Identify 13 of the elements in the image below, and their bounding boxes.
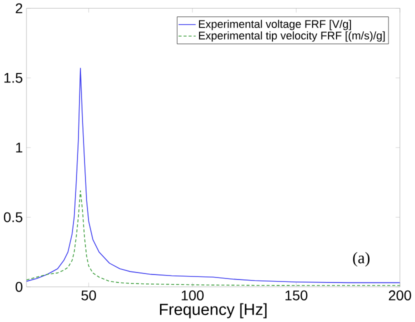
legend-label: Experimental voltage FRF [V/g] bbox=[199, 20, 351, 30]
y-tick-label: 1 bbox=[16, 142, 22, 153]
x-tick-label: 200 bbox=[388, 290, 412, 301]
y-tick-label: 0.5 bbox=[4, 212, 22, 222]
x-tick-label: 150 bbox=[286, 290, 308, 301]
y-tick-label: 0 bbox=[16, 282, 22, 292]
legend-label: Experimental tip velocity FRF [(m/s)/g] bbox=[199, 32, 385, 42]
annotation: (a) bbox=[353, 252, 370, 267]
x-tick-label: 50 bbox=[81, 290, 96, 301]
y-tick-label: 1.5 bbox=[4, 73, 22, 84]
x-tick-label: 100 bbox=[182, 290, 204, 301]
y-tick-label: 2 bbox=[16, 4, 22, 14]
x-axis-title: Frequency [Hz] bbox=[160, 303, 267, 318]
